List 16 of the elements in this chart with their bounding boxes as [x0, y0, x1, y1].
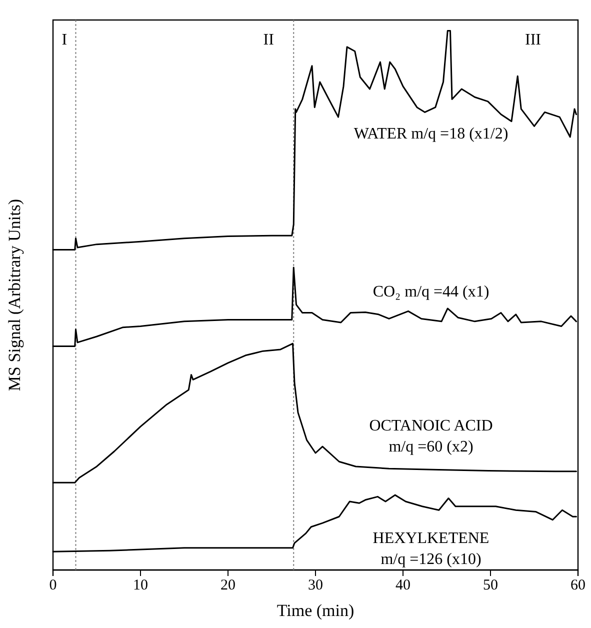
- x-axis-title: Time (min): [276, 601, 354, 620]
- series-label: OCTANOIC ACID m/q =60 (x2): [369, 417, 493, 456]
- series-label: CO₂ m/q =44 (x1): [372, 282, 490, 300]
- annotation: I: [62, 32, 68, 48]
- x-tick-label: 10: [133, 578, 148, 594]
- annotation: II: [263, 32, 274, 48]
- annotation: III: [525, 32, 541, 48]
- x-tick-label: 0: [49, 578, 57, 594]
- x-tick-label: 20: [220, 578, 236, 594]
- series-label: WATER m/q =18 (x1/2): [354, 124, 508, 142]
- x-tick-label: 30: [308, 578, 323, 594]
- y-axis-title: MS Signal (Arbitrary Units): [5, 198, 24, 392]
- x-tick-label: 40: [396, 578, 410, 594]
- x-tick-label: 60: [570, 578, 586, 594]
- x-tick-label: 50: [483, 578, 498, 594]
- series-label: HEXYLKETENE m/q =126 (x10): [372, 530, 490, 568]
